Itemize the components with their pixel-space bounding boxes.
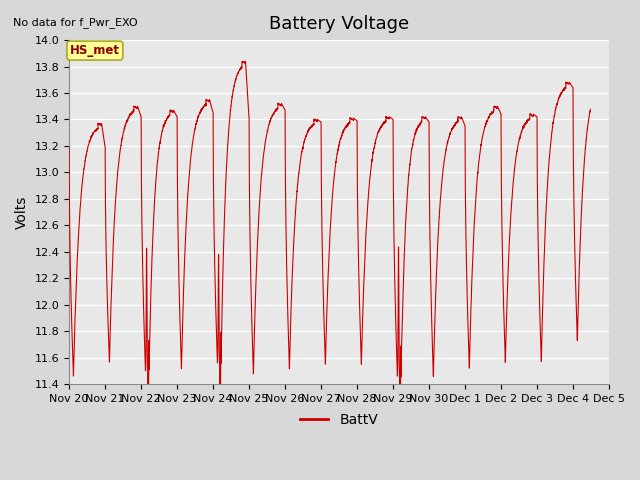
Title: Battery Voltage: Battery Voltage	[269, 15, 409, 33]
Text: HS_met: HS_met	[70, 44, 120, 57]
Legend: BattV: BattV	[294, 407, 383, 432]
Y-axis label: Volts: Volts	[15, 195, 29, 229]
Text: No data for f_Pwr_EXO: No data for f_Pwr_EXO	[13, 17, 138, 28]
